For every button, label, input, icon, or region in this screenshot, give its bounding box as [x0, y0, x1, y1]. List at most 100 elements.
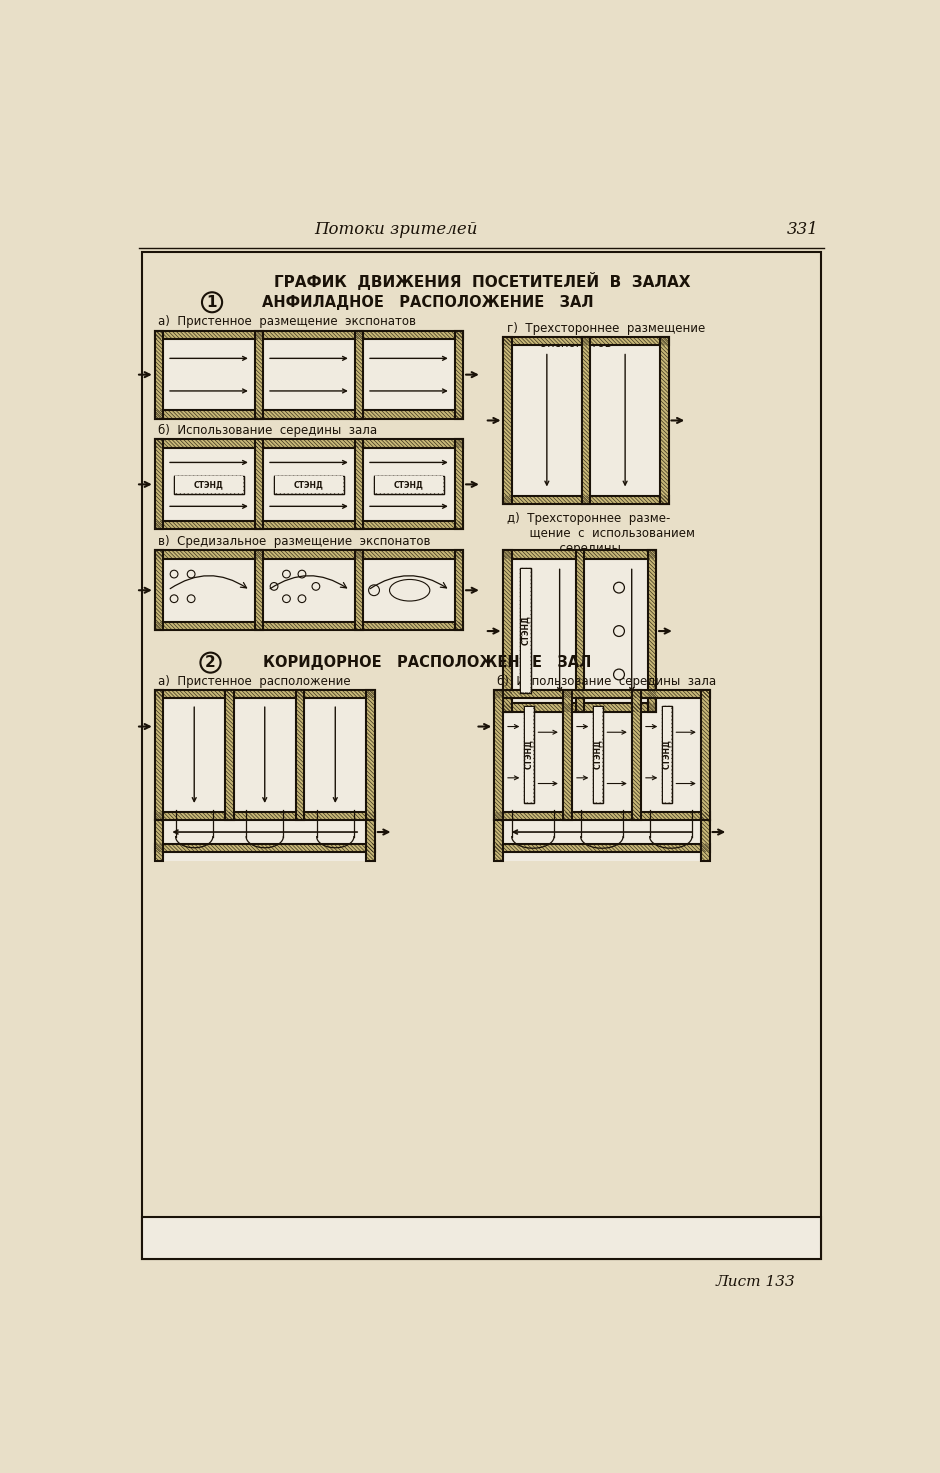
Bar [255, 551, 263, 630]
Text: д)  Трехстороннее  разме-
      щение  с  использованием
              середины: д) Трехстороннее разме- щение с использо… [507, 511, 695, 555]
Bar [593, 706, 603, 803]
Circle shape [614, 669, 624, 681]
Text: ОРГАНИЗАЦИЯ  ПОТОНОВ  ЗРИТЕЛЕЙ: ОРГАНИЗАЦИЯ ПОТОНОВ ЗРИТЕЛЕЙ [256, 1226, 708, 1249]
Bar [155, 331, 164, 418]
Bar [155, 551, 463, 558]
Bar [155, 622, 463, 630]
Bar [155, 689, 164, 820]
Bar [504, 337, 512, 504]
Text: КОРИДОРНОЕ   РАСПОЛОЖЕНИЕ   ЗАЛ: КОРИДОРНОЕ РАСПОЛОЖЕНИЕ ЗАЛ [263, 655, 591, 670]
Circle shape [283, 595, 290, 602]
Bar [563, 689, 572, 820]
Bar [274, 476, 344, 493]
Bar [296, 689, 305, 820]
Bar [155, 331, 463, 339]
Circle shape [283, 570, 290, 577]
Bar [354, 439, 363, 529]
Bar [155, 812, 375, 820]
Bar [367, 820, 375, 860]
Text: а)  Пристенное  размещение  экспонатов: а) Пристенное размещение экспонатов [158, 315, 415, 328]
Bar [175, 476, 243, 493]
Circle shape [187, 595, 195, 602]
Bar [155, 521, 463, 529]
Bar [494, 689, 710, 860]
Bar [504, 551, 656, 558]
Bar [455, 439, 463, 529]
Bar [155, 409, 463, 418]
Bar [274, 476, 343, 493]
Text: Лист 133: Лист 133 [716, 1276, 795, 1289]
Text: 1: 1 [207, 295, 217, 309]
Bar [593, 706, 603, 803]
Bar [504, 551, 512, 711]
Circle shape [368, 585, 380, 595]
Bar [255, 439, 263, 529]
Circle shape [614, 626, 624, 636]
Circle shape [170, 570, 178, 577]
Bar [274, 476, 344, 493]
Bar [662, 706, 672, 803]
Bar [375, 476, 443, 493]
Bar [155, 551, 463, 630]
Text: в)  Средизальное  размещение  экспонатов: в) Средизальное размещение экспонатов [158, 535, 431, 548]
Bar [155, 331, 463, 418]
Text: СТЭНД: СТЭНД [194, 480, 224, 489]
Text: ГРАФИК  ДВИЖЕНИЯ  ПОСЕТИТЕЛЕЙ  В  ЗАЛАХ: ГРАФИК ДВИЖЕНИЯ ПОСЕТИТЕЛЕЙ В ЗАЛАХ [274, 273, 690, 290]
Bar [155, 689, 375, 860]
Text: 331: 331 [787, 221, 819, 237]
Bar [367, 689, 375, 820]
Bar [174, 476, 243, 493]
Bar [142, 1217, 822, 1259]
Bar [494, 844, 710, 851]
Circle shape [312, 582, 320, 591]
Bar [701, 820, 710, 860]
Text: СТЭНД: СТЭНД [593, 739, 603, 769]
Bar [494, 820, 503, 860]
Text: СТЭНД: СТЭНД [394, 480, 424, 489]
Bar [504, 704, 656, 711]
Bar [632, 689, 641, 820]
Bar [494, 689, 503, 820]
Circle shape [298, 595, 306, 602]
Bar [455, 331, 463, 418]
Circle shape [187, 570, 195, 577]
Bar [155, 844, 375, 851]
Bar [504, 551, 656, 711]
Text: Потоки зрителей: Потоки зрителей [315, 221, 478, 237]
Bar [155, 551, 164, 630]
Text: 2: 2 [205, 655, 216, 670]
Bar [525, 707, 533, 801]
Bar [504, 337, 668, 345]
Bar [663, 707, 671, 801]
Circle shape [614, 582, 624, 594]
Circle shape [170, 595, 178, 602]
Bar [494, 812, 710, 820]
Bar [155, 439, 463, 529]
Bar [155, 439, 164, 529]
Bar [155, 439, 463, 448]
Bar [155, 820, 164, 860]
Ellipse shape [389, 579, 430, 601]
Bar [521, 569, 530, 692]
Bar [255, 331, 263, 418]
Bar [142, 252, 822, 1259]
Bar [174, 476, 243, 493]
Bar [226, 689, 234, 820]
Bar [374, 476, 444, 493]
Text: б)  Использование  середины  зала: б) Использование середины зала [158, 424, 377, 437]
Text: а)  Пристенное  расположение: а) Пристенное расположение [158, 675, 351, 688]
Bar [524, 706, 534, 803]
Bar [494, 689, 710, 698]
Bar [374, 476, 444, 493]
Bar [520, 569, 530, 692]
Bar [593, 707, 603, 801]
Bar [504, 337, 668, 504]
Bar [575, 551, 584, 711]
Bar [648, 551, 656, 711]
Bar [582, 337, 590, 504]
Bar [155, 689, 375, 698]
Bar [524, 706, 534, 803]
Text: АНФИЛАДНОЕ   РАСПОЛОЖЕНИЕ   ЗАЛ: АНФИЛАДНОЕ РАСПОЛОЖЕНИЕ ЗАЛ [261, 295, 593, 309]
Bar [662, 706, 672, 803]
Bar [354, 551, 363, 630]
